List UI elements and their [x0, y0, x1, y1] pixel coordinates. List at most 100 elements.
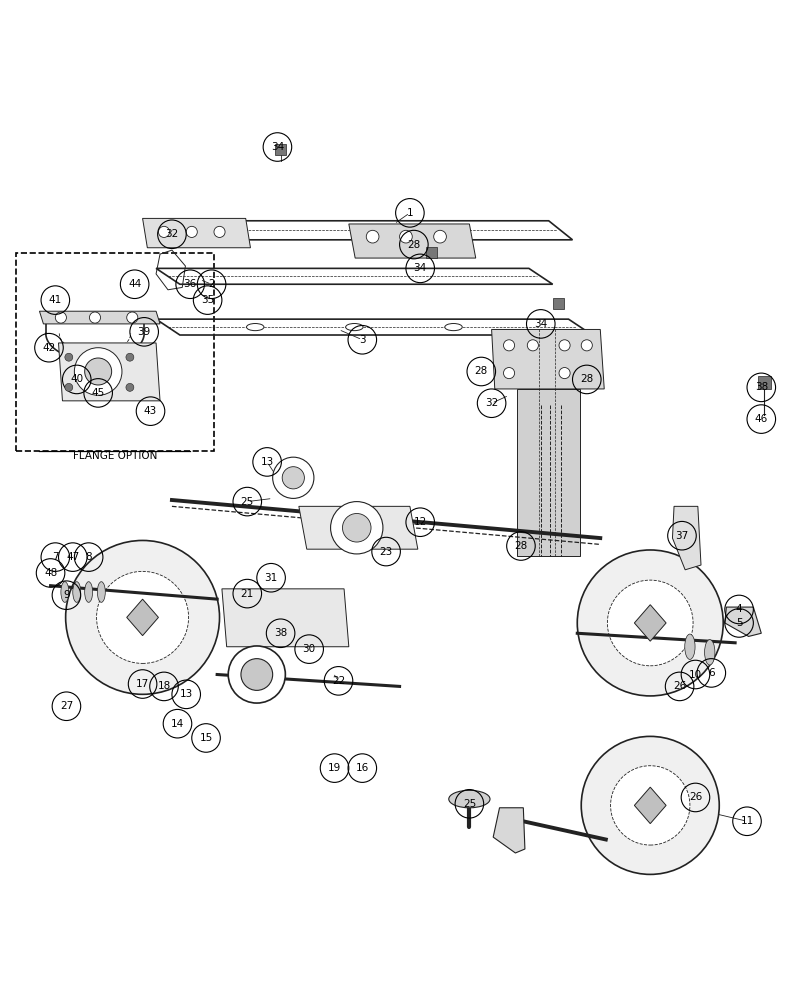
Text: 28: 28	[408, 240, 420, 250]
Circle shape	[273, 457, 314, 498]
Ellipse shape	[704, 640, 715, 665]
Text: 36: 36	[184, 279, 197, 289]
Ellipse shape	[60, 582, 68, 602]
FancyBboxPatch shape	[16, 253, 214, 451]
Text: 6: 6	[708, 668, 715, 678]
Polygon shape	[349, 224, 476, 258]
Polygon shape	[634, 605, 666, 641]
Text: 3: 3	[359, 335, 365, 345]
Text: 17: 17	[136, 679, 149, 689]
Text: 47: 47	[66, 552, 80, 562]
Polygon shape	[426, 247, 437, 258]
Circle shape	[607, 580, 693, 666]
Circle shape	[283, 467, 304, 489]
Polygon shape	[673, 506, 701, 570]
Circle shape	[330, 502, 383, 554]
Text: 18: 18	[158, 681, 170, 691]
Text: 1: 1	[407, 208, 413, 218]
Text: 5: 5	[736, 618, 743, 628]
Text: 28: 28	[580, 374, 593, 384]
Circle shape	[504, 368, 514, 379]
Circle shape	[581, 340, 592, 351]
Circle shape	[400, 230, 412, 243]
Circle shape	[96, 571, 189, 663]
Text: 41: 41	[49, 295, 62, 305]
Circle shape	[577, 550, 724, 696]
Circle shape	[214, 226, 225, 237]
Polygon shape	[58, 343, 160, 401]
Ellipse shape	[445, 324, 462, 331]
Text: 28: 28	[474, 366, 488, 376]
Circle shape	[527, 340, 538, 351]
Polygon shape	[517, 389, 580, 556]
Text: 13: 13	[180, 689, 193, 699]
Text: 48: 48	[44, 568, 57, 578]
Ellipse shape	[449, 790, 490, 808]
Text: 4: 4	[736, 604, 743, 614]
Circle shape	[65, 540, 220, 694]
Text: 27: 27	[60, 701, 73, 711]
Text: 42: 42	[42, 343, 56, 353]
Polygon shape	[127, 599, 158, 636]
Text: 25: 25	[462, 799, 476, 809]
Text: 44: 44	[128, 279, 141, 289]
Text: 40: 40	[70, 374, 84, 384]
Text: 34: 34	[414, 263, 427, 273]
Polygon shape	[634, 787, 666, 824]
Circle shape	[158, 226, 170, 237]
Text: 26: 26	[673, 681, 686, 691]
Text: 8: 8	[85, 552, 92, 562]
Text: 12: 12	[414, 517, 427, 527]
Circle shape	[581, 736, 720, 874]
Text: 11: 11	[740, 816, 754, 826]
Circle shape	[366, 230, 379, 243]
Circle shape	[89, 312, 100, 323]
Ellipse shape	[247, 324, 264, 331]
Text: 2: 2	[209, 279, 215, 289]
Circle shape	[56, 312, 66, 323]
Text: 37: 37	[675, 531, 689, 541]
Text: 25: 25	[240, 497, 254, 507]
Polygon shape	[275, 144, 286, 155]
Ellipse shape	[97, 582, 105, 602]
Text: 45: 45	[92, 388, 105, 398]
Circle shape	[84, 358, 111, 385]
Circle shape	[241, 659, 273, 690]
Text: 22: 22	[332, 676, 345, 686]
Circle shape	[559, 368, 570, 379]
Text: 43: 43	[144, 406, 157, 416]
Polygon shape	[725, 607, 761, 636]
Text: 39: 39	[138, 327, 150, 337]
Circle shape	[434, 230, 447, 243]
Text: FLANGE OPTION: FLANGE OPTION	[72, 451, 157, 461]
Text: 7: 7	[52, 552, 59, 562]
Text: 38: 38	[274, 628, 287, 638]
Text: 16: 16	[356, 763, 369, 773]
Polygon shape	[222, 589, 349, 647]
Circle shape	[127, 312, 138, 323]
Circle shape	[74, 348, 122, 395]
Text: 31: 31	[264, 573, 278, 583]
Circle shape	[611, 766, 690, 845]
Polygon shape	[298, 506, 418, 549]
Circle shape	[126, 383, 134, 391]
Polygon shape	[142, 218, 251, 248]
Polygon shape	[758, 376, 771, 389]
Ellipse shape	[345, 324, 363, 331]
Text: 28: 28	[514, 541, 528, 551]
Circle shape	[504, 340, 514, 351]
Circle shape	[228, 646, 285, 703]
Ellipse shape	[72, 582, 80, 602]
Text: 32: 32	[485, 398, 498, 408]
Polygon shape	[40, 311, 160, 324]
Text: 34: 34	[271, 142, 284, 152]
Text: 19: 19	[328, 763, 341, 773]
Circle shape	[342, 513, 371, 542]
Ellipse shape	[84, 582, 92, 602]
Text: 14: 14	[171, 719, 184, 729]
Circle shape	[186, 226, 197, 237]
Circle shape	[126, 353, 134, 361]
Text: 30: 30	[302, 644, 316, 654]
Circle shape	[64, 353, 72, 361]
Circle shape	[64, 383, 72, 391]
